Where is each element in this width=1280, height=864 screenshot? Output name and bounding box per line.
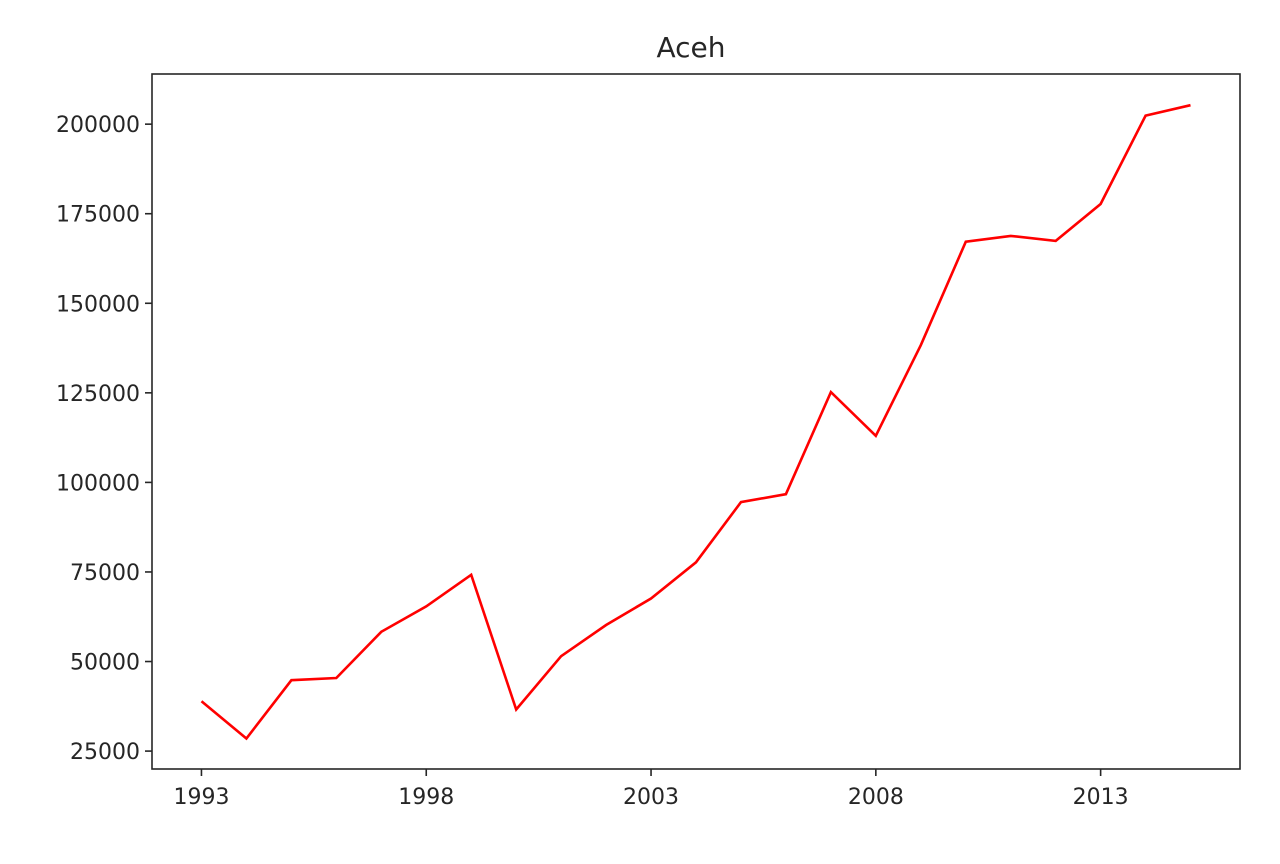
y-tick-label: 75000 (70, 561, 140, 586)
x-tick-label: 2003 (623, 785, 679, 810)
plot-frame (151, 73, 1241, 770)
x-tick-label: 2008 (848, 785, 904, 810)
y-tick-label: 125000 (56, 382, 140, 407)
x-axis: 1993 1998 2003 2008 2013 (173, 769, 1129, 810)
y-tick-label: 175000 (56, 203, 140, 228)
y-tick-label: 150000 (56, 292, 140, 317)
x-tick-label: 1998 (398, 785, 454, 810)
x-tick-label: 1993 (173, 785, 229, 810)
y-tick-label: 25000 (70, 740, 140, 765)
y-axis: 25000 50000 75000 100000 125000 150000 175000 2… (56, 113, 152, 765)
x-tick-label: 2013 (1073, 785, 1129, 810)
series-layer (200, 103, 1191, 741)
series-line (200, 103, 1191, 741)
y-tick-label: 100000 (56, 471, 140, 496)
y-tick-label: 50000 (70, 651, 140, 676)
chart-title: Aceh (656, 31, 725, 64)
y-tick-label: 200000 (56, 113, 140, 138)
